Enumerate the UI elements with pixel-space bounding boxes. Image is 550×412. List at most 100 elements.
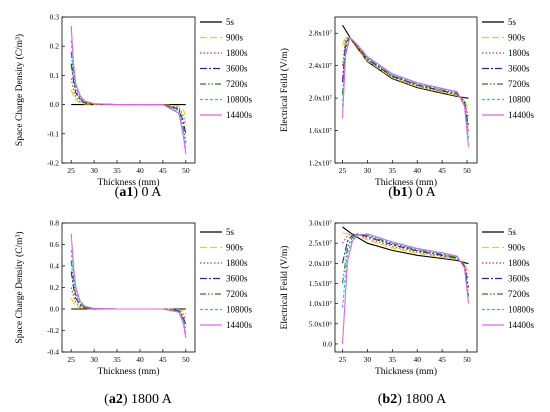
y-axis-label: Space Charge Density (C/m³) xyxy=(14,231,25,343)
y-tick-label: -0.2 xyxy=(47,326,59,335)
x-tick-label: 25 xyxy=(339,355,347,364)
legend-label: 5s xyxy=(508,17,517,27)
x-tick-label: 35 xyxy=(389,355,397,364)
y-axis-label: Space Charge Density (C/m³) xyxy=(14,34,25,146)
legend: 5s 900s 1800s 3600s 7200s 10800 14400s xyxy=(482,17,535,120)
legend-label: 7200s xyxy=(508,79,530,89)
legend-label: 5s xyxy=(226,227,235,237)
series-line-14400s xyxy=(70,233,187,339)
series-line-3600s xyxy=(70,63,187,134)
x-tick-label: 35 xyxy=(113,166,121,175)
y-tick-label: 2.8x10⁷ xyxy=(309,29,333,38)
x-tick-label: 40 xyxy=(136,355,144,364)
y-tick-label: 2.0x10⁷ xyxy=(309,259,333,268)
y-tick-label: 2.5x10⁷ xyxy=(309,239,333,248)
legend-label: 14400s xyxy=(226,110,253,120)
legend-label: 1800s xyxy=(508,258,530,268)
chart-panel-4: 25 30 35 40 45 50 0.0 5.0x10⁶ 1.0x10⁷ 1.5x10⁷ 2.0x… xyxy=(279,219,535,378)
x-tick-label: 40 xyxy=(136,166,144,175)
y-tick-label: -0.1 xyxy=(47,129,59,138)
x-tick-label: 25 xyxy=(67,355,75,364)
legend-label: 900s xyxy=(508,33,526,43)
plot-frame xyxy=(61,16,196,164)
x-tick-label: 40 xyxy=(413,355,421,364)
x-tick-label: 50 xyxy=(463,166,471,175)
series-line-3600s xyxy=(341,233,470,288)
y-tick-label: 0.0 xyxy=(50,305,60,314)
legend-label: 3600s xyxy=(508,274,530,284)
y-tick-label: 5.0x10⁶ xyxy=(309,319,333,328)
series-line-10800 xyxy=(341,36,470,139)
y-tick-label: 1.5x10⁷ xyxy=(309,279,333,288)
plot-frame xyxy=(334,16,478,164)
x-tick-label: 40 xyxy=(413,166,421,175)
series-line-3600s xyxy=(70,271,187,326)
legend-label: 10800s xyxy=(508,305,535,315)
x-tick-label: 30 xyxy=(364,355,372,364)
legend-label: 5s xyxy=(226,17,235,27)
chart-panel-3: 25 30 35 40 45 50 -0.4 -0.2 0.0 0.2 0.4 0.6 0.8 Thick… xyxy=(14,219,253,378)
legend-label: 14400s xyxy=(508,320,535,330)
series-line-10800s xyxy=(341,233,470,308)
x-axis-label: Thickness (mm) xyxy=(375,366,437,377)
chart-panel-1: 25 30 35 40 45 50 -0.2 -0.1 0.0 0.1 0.2 0.3 Thicknes… xyxy=(14,13,253,189)
caption-b2: (b2) 1800 A xyxy=(377,392,447,407)
series-line-900s xyxy=(342,232,469,272)
y-tick-label: 2.0x10⁷ xyxy=(309,94,333,103)
series-line-900s xyxy=(341,35,470,111)
series-line-14400s xyxy=(341,36,470,147)
legend-label: 7200s xyxy=(508,289,530,299)
legend-label: 10800s xyxy=(226,305,253,315)
y-tick-label: 0.6 xyxy=(50,240,60,249)
x-axis-label: Thickness (mm) xyxy=(97,177,159,188)
series-line-5s xyxy=(342,24,469,99)
y-tick-label: 0.0 xyxy=(50,100,60,109)
y-tick-label: 0.2 xyxy=(50,283,60,292)
series-line-10800s xyxy=(70,40,187,149)
y-tick-label: 1.0x10⁷ xyxy=(309,299,333,308)
legend-label: 1800s xyxy=(226,258,248,268)
y-axis-label: Electrical Feild (V/m) xyxy=(279,48,290,132)
y-tick-label: 0.0 xyxy=(323,339,333,348)
y-tick-label: -0.2 xyxy=(47,159,59,168)
chart-panel-2: 25 30 35 40 45 50 1.2x10⁷ 1.6x10⁷ 2.0x10⁷ 2.4x10⁷… xyxy=(279,16,535,188)
x-tick-label: 50 xyxy=(463,355,471,364)
legend-label: 1800s xyxy=(226,48,248,58)
legend-label: 7200s xyxy=(226,79,248,89)
series-line-1800s xyxy=(70,287,187,321)
caption-a2: (a2) 1800 A xyxy=(104,392,172,407)
legend-label: 900s xyxy=(226,33,244,43)
y-tick-label: 1.6x10⁷ xyxy=(309,126,333,135)
plot-frame xyxy=(334,222,478,353)
x-tick-label: 45 xyxy=(438,166,446,175)
x-tick-label: 45 xyxy=(438,355,446,364)
legend-label: 14400s xyxy=(226,320,253,330)
legend-label: 14400s xyxy=(508,110,535,120)
legend: 5s 900s 1800s 3600s 7200s 10800s 14400s xyxy=(200,227,253,330)
x-axis-label: Thickness (mm) xyxy=(375,177,437,188)
y-tick-label: 0.4 xyxy=(50,262,60,271)
legend-label: 900s xyxy=(226,243,244,253)
y-tick-label: 3.0x10⁷ xyxy=(309,219,333,228)
y-tick-label: 0.3 xyxy=(50,13,60,22)
legend-label: 1800s xyxy=(508,48,530,58)
x-tick-label: 35 xyxy=(389,166,397,175)
y-tick-label: 0.1 xyxy=(50,71,60,80)
series-line-900s xyxy=(70,298,187,315)
series-line-1800s xyxy=(342,233,470,280)
series-line-14400s xyxy=(341,233,470,344)
x-tick-label: 45 xyxy=(159,166,167,175)
legend-label: 3600s xyxy=(508,64,530,74)
y-tick-label: -0.4 xyxy=(47,348,59,357)
series-line-7200s xyxy=(341,233,470,296)
y-tick-label: 0.2 xyxy=(50,42,60,51)
series-line-7200s xyxy=(70,260,187,331)
caption-a1: (a1) 0 A xyxy=(114,185,162,200)
x-tick-label: 30 xyxy=(90,166,98,175)
legend: 5s 900s 1800s 3600s 7200s 10800s 14400s xyxy=(482,227,535,330)
legend-label: 3600s xyxy=(226,274,248,284)
legend-label: 10800 xyxy=(508,95,531,105)
y-tick-label: 2.4x10⁷ xyxy=(309,61,333,70)
x-tick-label: 30 xyxy=(90,355,98,364)
plot-frame xyxy=(61,222,196,353)
